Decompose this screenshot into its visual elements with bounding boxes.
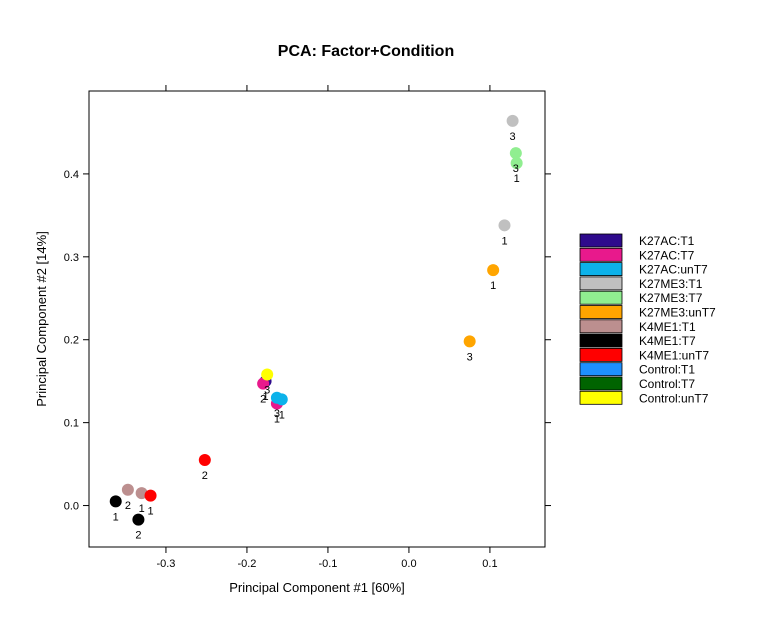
legend-label: Control:unT7 <box>639 391 709 405</box>
point-label: 1 <box>501 235 507 247</box>
x-tick-label: -0.1 <box>318 558 337 570</box>
data-points <box>109 114 523 526</box>
point-label: 1 <box>514 173 520 185</box>
legend-label: Control:T7 <box>639 377 695 391</box>
x-tick-label: 0.0 <box>401 558 416 570</box>
legend-swatch <box>579 276 623 291</box>
legend-swatch <box>579 233 623 248</box>
legend-swatch <box>579 290 623 305</box>
legend-label: Control:T1 <box>639 363 695 377</box>
point-label: 3 <box>510 131 516 143</box>
data-point <box>487 264 500 277</box>
legend-swatch <box>579 347 623 362</box>
legend-label: K27AC:T7 <box>639 248 695 262</box>
data-point <box>510 157 523 170</box>
legend: K27AC:T1K27AC:T7K27AC:unT7K27ME3:T1K27ME… <box>579 233 716 405</box>
y-axis-label: Principal Component #2 [14%] <box>34 231 49 407</box>
legend-swatch <box>579 376 623 391</box>
data-point <box>509 147 522 160</box>
x-axis-label: Principal Component #1 [60%] <box>229 580 405 595</box>
point-label: 3 <box>274 408 280 420</box>
legend-label: K4ME1:T7 <box>639 334 696 348</box>
data-point <box>275 393 288 406</box>
legend-swatch <box>579 390 623 405</box>
legend-swatch <box>579 362 623 377</box>
x-tick-label: -0.2 <box>237 558 256 570</box>
legend-label: K27ME3:T7 <box>639 291 703 305</box>
point-label: 1 <box>490 280 496 292</box>
point-label: 1 <box>139 503 145 515</box>
legend-label: K27ME3:T1 <box>639 277 703 291</box>
data-point <box>144 489 157 502</box>
data-point <box>132 513 145 526</box>
data-point <box>257 377 270 390</box>
x-tick-label: 0.1 <box>482 558 497 570</box>
point-label: 3 <box>513 163 519 175</box>
point-label: 1 <box>274 414 280 426</box>
point-label: 2 <box>135 530 141 542</box>
y-tick-label: 0.1 <box>64 418 79 430</box>
point-label: 1 <box>147 506 153 518</box>
legend-label: K4ME1:unT7 <box>639 348 709 362</box>
x-axis: -0.3 -0.2 -0.1 0.0 0.1 <box>156 85 498 570</box>
y-axis: 0.0 0.1 0.2 0.3 0.4 <box>64 169 551 513</box>
y-tick-label: 0.0 <box>64 501 79 513</box>
y-tick-label: 0.2 <box>64 335 79 347</box>
data-point <box>463 335 476 348</box>
legend-swatch <box>579 319 623 334</box>
point-label: 1 <box>263 391 269 403</box>
x-tick-label: -0.3 <box>156 558 175 570</box>
legend-swatch <box>579 305 623 319</box>
point-label: 2 <box>125 500 131 512</box>
point-label: 3 <box>467 351 473 363</box>
y-tick-label: 0.4 <box>64 169 79 181</box>
data-point <box>121 483 134 496</box>
data-point <box>198 453 211 466</box>
legend-label: K27AC:T1 <box>639 234 695 248</box>
legend-swatch <box>579 333 623 348</box>
point-label: 2 <box>260 394 266 406</box>
y-tick-label: 0.3 <box>64 252 79 264</box>
legend-label: K27ME3:unT7 <box>639 306 716 320</box>
data-point <box>261 368 274 381</box>
data-point <box>498 219 511 232</box>
data-point <box>506 114 519 127</box>
point-label: 2 <box>202 470 208 482</box>
plot-frame <box>88 90 546 548</box>
legend-label: K4ME1:T1 <box>639 320 696 334</box>
point-label: 3 <box>264 385 270 397</box>
point-label: 1 <box>113 511 119 523</box>
point-label: 1 <box>279 409 285 421</box>
data-point <box>109 495 122 508</box>
legend-swatch <box>579 247 623 262</box>
chart-title: PCA: Factor+Condition <box>278 43 454 60</box>
legend-swatch <box>579 262 623 277</box>
legend-label: K27AC:unT7 <box>639 263 708 277</box>
